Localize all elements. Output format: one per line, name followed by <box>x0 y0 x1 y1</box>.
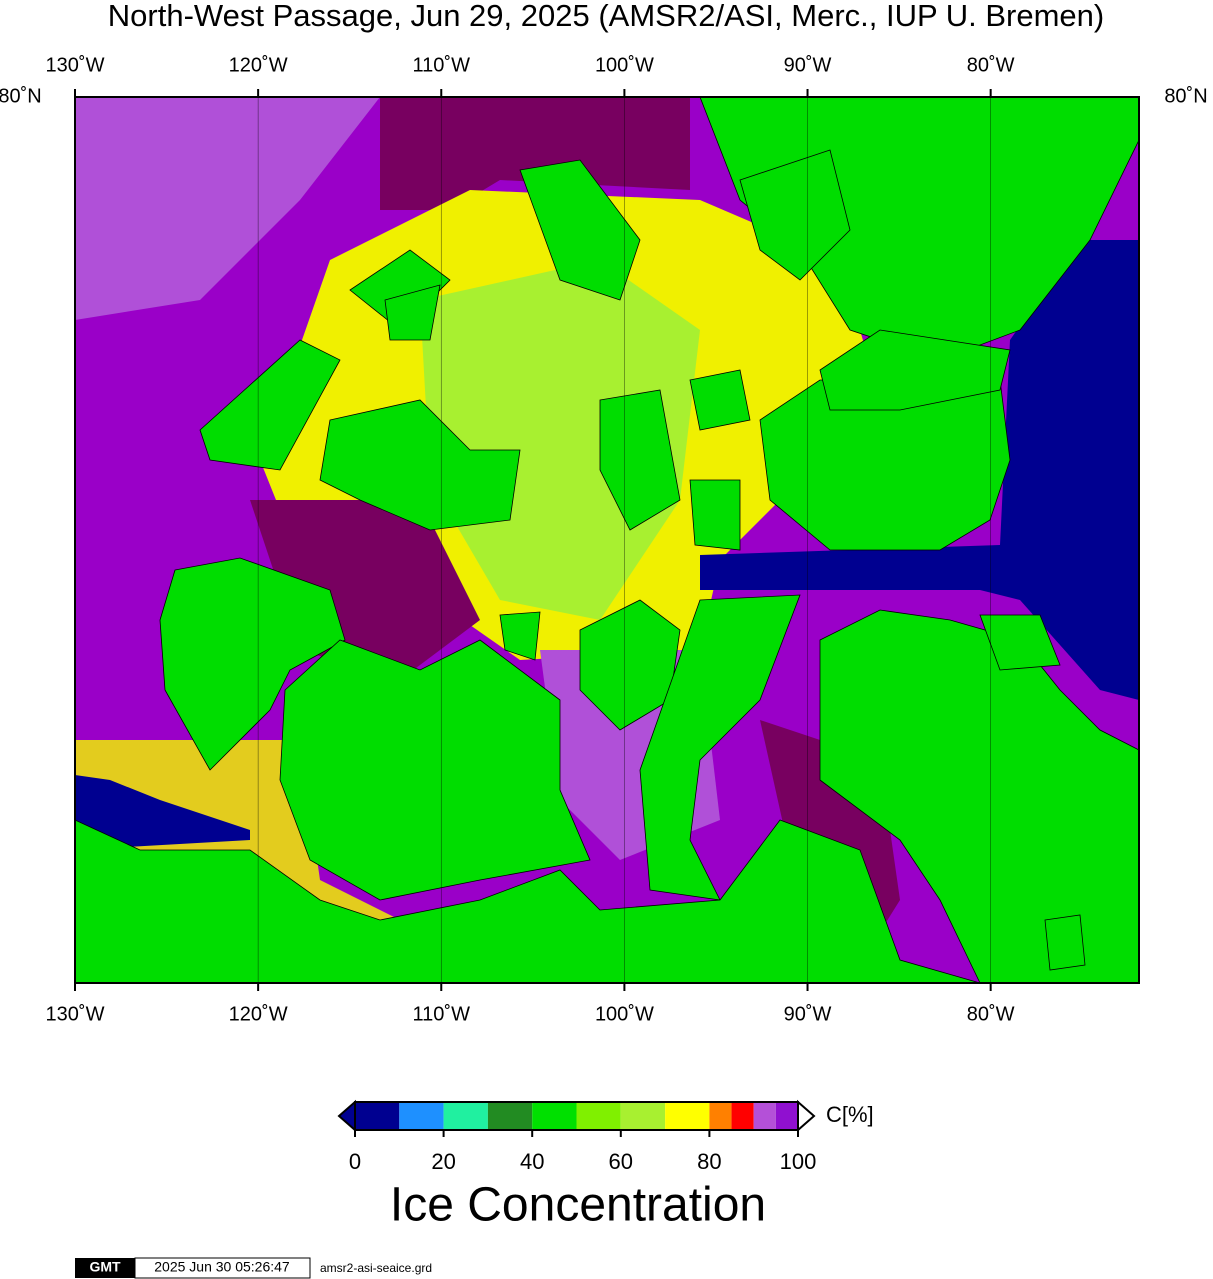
lon-label: 90˚W <box>784 54 832 76</box>
land <box>979 614 1061 671</box>
lon-label: 90˚W <box>784 1003 832 1025</box>
logo-box <box>75 1258 135 1278</box>
colorbar-segment <box>399 1102 444 1130</box>
lon-label: 120˚W <box>229 54 288 76</box>
colorbar-segment <box>620 1102 666 1130</box>
logo: GMT <box>89 1259 121 1275</box>
colorbar-tick-label: 20 <box>431 1149 455 1174</box>
timestamp-box <box>134 1257 311 1279</box>
lon-label: 80˚W <box>967 54 1015 76</box>
colorbar-tick-label: 0 <box>349 1149 361 1174</box>
colorbar-segment <box>576 1102 621 1130</box>
colorbar-segment <box>753 1102 776 1130</box>
land <box>639 594 801 901</box>
colorbar-segment <box>532 1102 577 1130</box>
land <box>599 389 681 531</box>
above-range-arrow <box>797 1099 816 1133</box>
land <box>1044 914 1086 971</box>
lon-label: 120˚W <box>229 1003 288 1025</box>
lon-label: 110˚W <box>413 1003 471 1025</box>
colorbar-segment <box>665 1102 710 1130</box>
lon-label: 100˚W <box>595 54 654 76</box>
colorbar-unit: C[%] <box>826 1102 874 1127</box>
colorbar-tick-label: 60 <box>609 1149 633 1174</box>
lon-label: 130˚W <box>46 54 105 76</box>
land <box>819 329 1011 411</box>
land <box>689 479 741 551</box>
colorbar: 0 20 40 60 80 100 <box>337 1099 817 1174</box>
colorbar-segment <box>775 1102 798 1130</box>
lon-label: 130˚W <box>46 1003 105 1025</box>
colorbar-segment <box>709 1102 732 1130</box>
lon-label: 110˚W <box>413 54 471 76</box>
land <box>74 819 981 984</box>
land <box>499 611 541 661</box>
lon-label: 100˚W <box>595 1003 654 1025</box>
lon-label: 80˚W <box>967 1003 1015 1025</box>
land <box>349 249 451 331</box>
map <box>74 96 1140 984</box>
land <box>199 339 341 471</box>
land <box>279 639 591 901</box>
lat-label: 80˚N <box>1164 85 1207 107</box>
land <box>689 369 751 431</box>
land <box>159 557 346 771</box>
land <box>519 159 641 301</box>
colorbar-segment <box>487 1102 533 1130</box>
land <box>739 149 851 281</box>
timestamp: 2025 Jun 30 05:26:47 <box>154 1259 290 1275</box>
map-frame <box>74 96 1140 984</box>
filename: amsr2-asi-seaice.grd <box>320 1261 432 1275</box>
open-water <box>700 240 1139 700</box>
colorbar-segment <box>355 1102 400 1130</box>
map-title: North-West Passage, Jun 29, 2025 (AMSR2/… <box>108 0 1104 33</box>
ice-zone <box>380 97 690 210</box>
footer: GMT 2025 Jun 30 05:26:47 amsr2-asi-seaic… <box>75 1257 432 1279</box>
colorbar-segment <box>443 1102 488 1130</box>
colorbar-frame <box>354 1101 799 1131</box>
colorbar-tick-label: 80 <box>697 1149 721 1174</box>
below-range-arrow <box>337 1099 356 1133</box>
colorbar-tick-label: 100 <box>780 1149 817 1174</box>
colorbar-tick-label: 40 <box>520 1149 544 1174</box>
colorbar-segment <box>731 1102 754 1130</box>
land <box>319 399 521 531</box>
colorbar-label: Ice Concentration <box>390 1179 766 1232</box>
lat-label: 80˚N <box>0 85 42 107</box>
ice-zone <box>75 97 380 320</box>
land <box>384 284 441 341</box>
open-water <box>75 775 250 850</box>
